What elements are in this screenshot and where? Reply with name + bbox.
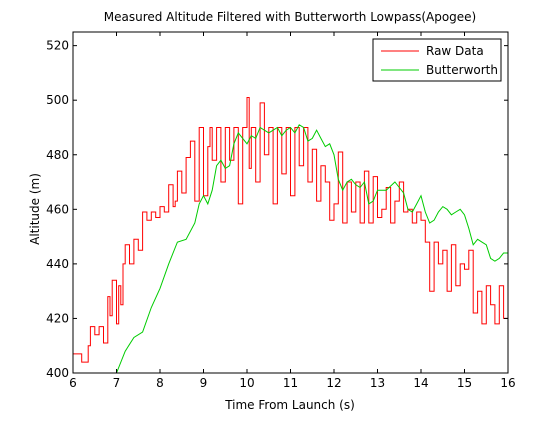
x-tick-label: 16 <box>500 376 515 390</box>
legend-label-raw-data: Raw Data <box>426 44 484 58</box>
x-tick-label: 10 <box>239 376 254 390</box>
y-tick-label: 400 <box>46 366 69 380</box>
x-tick-label: 14 <box>413 376 428 390</box>
y-tick-label: 440 <box>46 257 69 271</box>
x-tick-label: 9 <box>200 376 208 390</box>
y-tick-label: 500 <box>46 93 69 107</box>
y-tick-label: 460 <box>46 202 69 216</box>
x-tick-label: 11 <box>283 376 298 390</box>
x-tick-label: 8 <box>156 376 164 390</box>
y-axis-label: Altitude (m) <box>28 173 42 245</box>
x-tick-label: 15 <box>457 376 472 390</box>
y-tick-label: 520 <box>46 39 69 53</box>
x-tick-label: 13 <box>370 376 385 390</box>
x-tick-label: 7 <box>113 376 121 390</box>
y-tick-label: 420 <box>46 311 69 325</box>
legend: Raw Data Butterworth <box>373 39 501 81</box>
x-tick-label: 6 <box>69 376 77 390</box>
legend-label-butterworth: Butterworth <box>426 63 498 77</box>
x-tick-label: 12 <box>326 376 341 390</box>
y-tick-label: 480 <box>46 148 69 162</box>
x-axis-label: Time From Launch (s) <box>224 398 355 412</box>
chart-title: Measured Altitude Filtered with Butterwo… <box>104 10 476 24</box>
